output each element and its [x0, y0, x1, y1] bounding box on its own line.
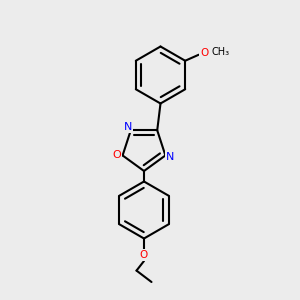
Text: N: N: [166, 152, 174, 162]
Text: N: N: [124, 122, 132, 132]
Text: O: O: [112, 151, 121, 160]
Text: CH₃: CH₃: [211, 47, 230, 57]
Text: O: O: [140, 250, 148, 260]
Text: O: O: [200, 48, 208, 58]
